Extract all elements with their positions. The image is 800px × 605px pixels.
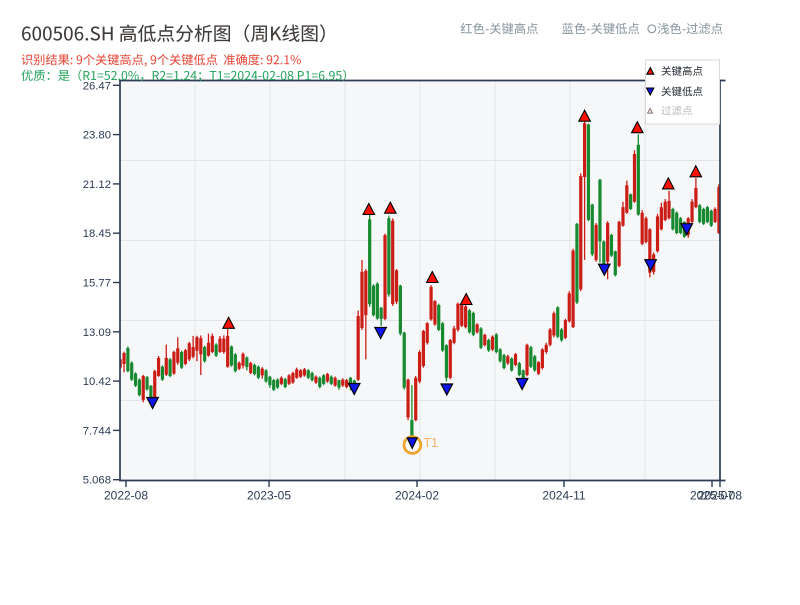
svg-text:26.47: 26.47 [83,80,111,92]
svg-text:10.42: 10.42 [83,376,111,388]
svg-text:2025-07: 2025-07 [690,489,734,503]
svg-text:T1: T1 [424,436,439,450]
svg-text:2024-02: 2024-02 [395,489,439,503]
svg-text:5.068: 5.068 [83,475,111,487]
svg-text:2025-08: 2025-08 [698,489,742,503]
svg-text:2023-05: 2023-05 [247,489,291,503]
svg-text:7.744: 7.744 [83,425,111,437]
svg-text:23.80: 23.80 [83,130,111,142]
svg-text:18.45: 18.45 [83,228,111,240]
svg-text:21.12: 21.12 [83,179,111,191]
svg-text:2022-08: 2022-08 [104,489,148,503]
svg-text:15.77: 15.77 [83,278,111,290]
svg-text:2024-11: 2024-11 [542,489,585,503]
svg-text:13.09: 13.09 [83,327,111,339]
